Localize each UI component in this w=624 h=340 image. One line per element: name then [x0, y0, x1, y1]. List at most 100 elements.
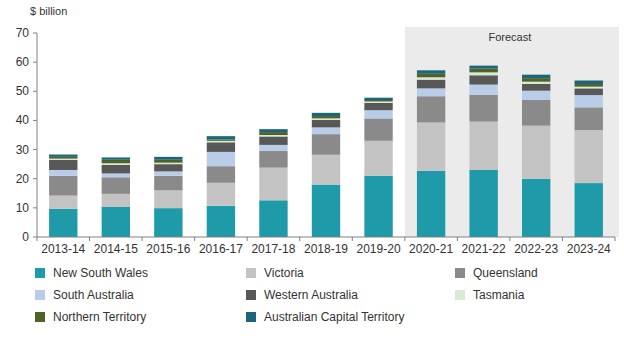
bar-segment: [49, 155, 77, 157]
bar-segment: [259, 168, 287, 201]
legend-swatch: [455, 268, 465, 278]
bar-segment: [575, 107, 603, 130]
x-tick-label: 2021-22: [462, 242, 506, 256]
bar-segment: [575, 87, 603, 89]
bar-segment: [522, 100, 550, 126]
bar-segment: [522, 91, 550, 100]
bar-segment: [49, 160, 77, 170]
x-tick-label: 2020-21: [409, 242, 453, 256]
bar-segment: [522, 84, 550, 91]
bar-segment: [154, 190, 182, 208]
bar-segment: [522, 126, 550, 179]
legend-swatch: [246, 312, 256, 322]
bar-segment: [154, 157, 182, 160]
bar-segment: [102, 177, 130, 194]
bar-segment: [364, 141, 392, 176]
bar-segment: [312, 127, 340, 134]
x-tick-label: 2023-24: [567, 242, 611, 256]
bar-segment: [102, 194, 130, 207]
y-tick: [33, 178, 37, 179]
x-tick-label: 2013-14: [41, 242, 85, 256]
bar-segment: [469, 170, 497, 237]
bar-segment: [49, 196, 77, 209]
x-tick-label: 2019-20: [357, 242, 401, 256]
bar-segment: [312, 134, 340, 155]
bar-segment: [259, 145, 287, 151]
bar-segment: [102, 173, 130, 177]
legend-swatch: [455, 290, 465, 300]
y-tick-label: 40: [16, 113, 30, 127]
y-tick: [33, 33, 37, 34]
bar-segment: [102, 157, 130, 159]
y-tick: [33, 207, 37, 208]
bar-segment: [154, 160, 182, 163]
y-tick: [33, 149, 37, 150]
bar-segment: [207, 166, 235, 183]
legend-label: Western Australia: [264, 288, 358, 302]
bar-segment: [207, 183, 235, 206]
y-axis-label: $ billion: [30, 5, 67, 17]
bar-segment: [49, 209, 77, 237]
x-tick-divider: [562, 237, 563, 241]
x-tick-label: 2016-17: [199, 242, 243, 256]
y-tick: [33, 91, 37, 92]
x-tick-divider: [299, 237, 300, 241]
y-tick-label: 60: [16, 55, 30, 69]
x-tick-label: 2018-19: [304, 242, 348, 256]
bar-segment: [312, 120, 340, 128]
x-tick-label: 2015-16: [146, 242, 190, 256]
bar-segment: [417, 70, 445, 73]
bar-segment: [154, 176, 182, 191]
bar-segment: [259, 132, 287, 135]
bar-segment: [49, 159, 77, 160]
bar-segment: [417, 171, 445, 237]
bars: [49, 66, 603, 237]
y-tick-label: 0: [22, 230, 29, 244]
legend-label: Tasmania: [473, 288, 525, 302]
legend-label: South Australia: [53, 288, 134, 302]
bar-segment: [154, 171, 182, 175]
x-tick-label: 2017-18: [251, 242, 295, 256]
x-tick-divider: [37, 237, 38, 241]
bar-segment: [469, 95, 497, 122]
bar-segment: [312, 185, 340, 237]
bar-segment: [259, 200, 287, 237]
x-tick-divider: [194, 237, 195, 241]
bar-segment: [469, 75, 497, 84]
bar-segment: [522, 179, 550, 237]
bar-segment: [469, 72, 497, 75]
bar-segment: [522, 75, 550, 78]
x-tick-label: 2022-23: [514, 242, 558, 256]
x-tick-label: 2014-15: [94, 242, 138, 256]
bar-segment: [575, 84, 603, 87]
x-tick-divider: [352, 237, 353, 241]
chart: Forecast0102030405060702013-142014-15201…: [0, 0, 624, 340]
bar-segment: [417, 88, 445, 96]
bar-segment: [207, 142, 235, 152]
annotation: Forecast: [489, 31, 532, 43]
bar-segment: [259, 151, 287, 168]
bar-segment: [575, 81, 603, 84]
x-tick-divider: [457, 237, 458, 241]
legend-label: New South Wales: [53, 266, 148, 280]
bar-segment: [417, 80, 445, 89]
bar-segment: [259, 136, 287, 144]
bar-segment: [49, 170, 77, 176]
legend-label: Australian Capital Territory: [264, 310, 405, 324]
legend-label: Victoria: [264, 266, 304, 280]
bar-segment: [364, 103, 392, 110]
legend-label: Queensland: [473, 266, 538, 280]
y-tick: [33, 120, 37, 121]
y-tick-label: 10: [16, 201, 30, 215]
x-axis: [37, 237, 615, 238]
bar-segment: [49, 157, 77, 159]
legend-swatch: [35, 312, 45, 322]
bar-segment: [364, 118, 392, 140]
bar-segment: [469, 66, 497, 69]
x-tick-divider: [509, 237, 510, 241]
bar-segment: [154, 163, 182, 164]
bar-segment: [259, 135, 287, 136]
bar-segment: [417, 77, 445, 79]
legend-swatch: [35, 290, 45, 300]
bar-segment: [417, 96, 445, 122]
